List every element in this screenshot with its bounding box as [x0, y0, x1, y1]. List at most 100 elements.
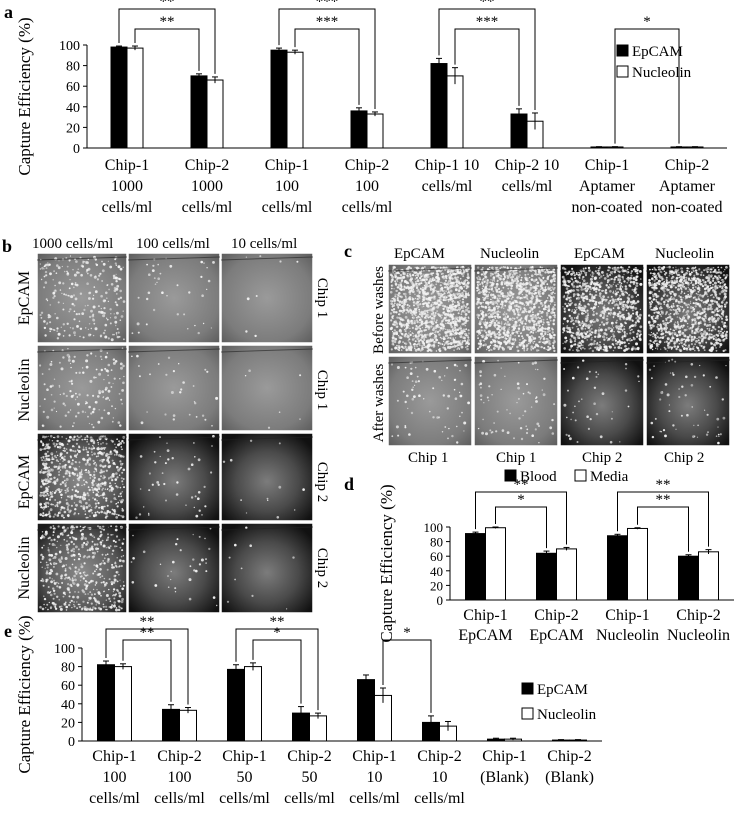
cell-dot [101, 528, 103, 530]
cell-dot [529, 300, 532, 303]
cell-dot [395, 294, 396, 295]
cell-dot [99, 608, 102, 611]
micrograph-c-tile [388, 264, 472, 354]
cell-dot [507, 328, 510, 331]
cell-dot [51, 503, 53, 505]
cell-dot [402, 324, 404, 326]
cell-dot [607, 275, 610, 278]
cell-dot [40, 562, 42, 564]
cell-dot [57, 455, 58, 456]
cell-dot [43, 457, 45, 459]
cell-dot [86, 608, 89, 611]
cell-dot [92, 395, 94, 397]
cell-dot [71, 383, 73, 385]
cell-dot [52, 292, 55, 295]
chart-d-category-label: Nucleolin [667, 627, 730, 644]
cell-dot [630, 338, 631, 339]
cell-dot [122, 560, 125, 563]
cell-dot [107, 352, 109, 354]
cell-dot [102, 466, 104, 468]
cell-dot [410, 291, 412, 293]
cell-dot [419, 328, 421, 330]
cell-dot [454, 341, 456, 343]
cell-dot [121, 472, 123, 474]
cell-dot [206, 267, 207, 268]
cell-dot [516, 304, 517, 305]
cell-dot [110, 525, 112, 527]
cell-dot [41, 554, 42, 555]
cell-dot [517, 333, 518, 334]
cell-dot [454, 270, 455, 271]
cell-dot [482, 310, 483, 311]
cell-dot [117, 502, 119, 504]
cell-dot [510, 336, 511, 337]
cell-dot [49, 328, 51, 330]
cell-dot [488, 306, 491, 309]
cell-dot [491, 299, 492, 300]
cell-dot [541, 313, 542, 314]
cell-dot [617, 304, 619, 306]
cell-dot [67, 354, 70, 357]
cell-dot [72, 489, 74, 491]
cell-dot [104, 336, 107, 339]
cell-dot [64, 450, 66, 452]
cell-dot [75, 298, 78, 301]
cell-dot [114, 464, 116, 466]
cell-dot [119, 500, 120, 501]
cell-dot [404, 293, 407, 296]
cell-dot [66, 499, 68, 501]
chart-e-category-label: cells/ml [349, 790, 400, 807]
cell-dot [425, 327, 427, 329]
cell-dot [467, 273, 469, 275]
cell-dot [173, 370, 175, 372]
cell-dot [87, 549, 89, 551]
cell-dot [204, 486, 206, 488]
cell-dot [64, 330, 66, 332]
cell-dot [104, 465, 106, 467]
cell-dot [44, 444, 45, 445]
cell-dot [210, 528, 212, 530]
cell-dot [543, 278, 544, 279]
cell-dot [50, 508, 53, 511]
cell-dot [53, 458, 55, 460]
cell-dot [119, 460, 121, 462]
cell-dot [464, 272, 465, 273]
cell-dot [90, 509, 93, 512]
cell-dot [496, 272, 498, 274]
cell-dot [108, 301, 109, 302]
cell-dot [102, 447, 104, 449]
cell-dot [405, 312, 407, 314]
cell-dot [68, 439, 71, 442]
cell-dot [74, 274, 77, 277]
cell-dot [80, 293, 82, 295]
cell-dot [431, 266, 433, 268]
cell-dot [414, 310, 417, 313]
cell-dot [42, 472, 44, 474]
cell-dot [70, 455, 72, 457]
cell-dot [49, 537, 51, 539]
cell-dot [114, 321, 117, 324]
cell-dot [106, 582, 108, 584]
cell-dot [531, 308, 533, 310]
cell-dot [447, 288, 450, 291]
cell-dot [459, 272, 461, 274]
chart-a-bar [271, 50, 287, 148]
cell-dot [52, 491, 53, 492]
chart-a-legend-swatch [617, 45, 628, 56]
cell-dot [93, 446, 94, 447]
cell-dot [61, 293, 62, 294]
cell-dot [116, 303, 118, 305]
cell-dot [425, 329, 427, 331]
cell-dot [256, 295, 258, 297]
cell-dot [481, 291, 483, 293]
cell-dot [143, 551, 146, 554]
cell-dot [46, 264, 47, 265]
cell-dot [113, 358, 115, 360]
cell-dot [49, 331, 51, 333]
chart-d-ylabel: Capture Efficiency (%) [377, 484, 396, 642]
cell-dot [479, 329, 481, 331]
cell-dot [206, 371, 208, 373]
cell-dot [73, 551, 74, 552]
chart-a-legend-swatch [617, 66, 628, 77]
cell-dot [542, 311, 543, 312]
